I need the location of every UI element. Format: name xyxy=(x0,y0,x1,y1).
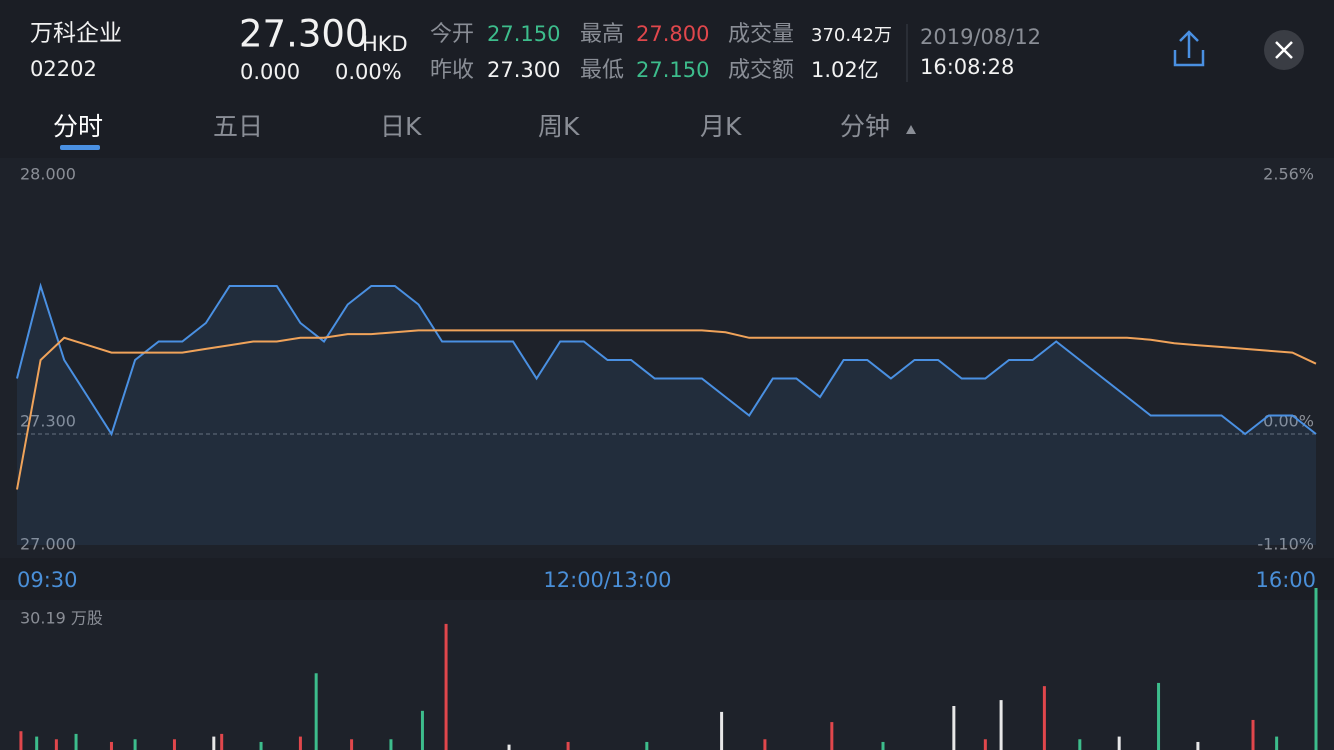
volume-bar xyxy=(1275,736,1279,750)
tab[interactable]: 分钟 xyxy=(840,112,890,141)
stat-label: 成交量 xyxy=(728,22,794,47)
volume-bar xyxy=(314,673,318,750)
share-icon xyxy=(1173,30,1205,67)
tab[interactable]: 日K xyxy=(380,112,422,141)
volume-bar xyxy=(109,741,113,750)
volume-bar xyxy=(952,705,956,750)
tab[interactable]: 月K xyxy=(700,112,742,141)
volume-bar xyxy=(420,710,424,750)
time: 16:08:28 xyxy=(920,55,1014,79)
volume-bar xyxy=(133,739,137,750)
close-icon xyxy=(1275,41,1293,59)
volume-bar xyxy=(298,736,302,750)
volume-bar xyxy=(389,739,393,750)
stat-label: 最低 xyxy=(580,58,624,83)
volume-tick-label: 30.19 万股 xyxy=(20,609,103,628)
volume-bar xyxy=(444,623,448,750)
stat-label: 最高 xyxy=(580,22,624,47)
currency: HKD xyxy=(362,32,408,56)
active-tab-indicator xyxy=(60,145,100,150)
volume-bar xyxy=(259,741,263,750)
volume-panel xyxy=(0,600,1334,750)
price-line xyxy=(16,282,1317,437)
volume-bar xyxy=(35,736,39,750)
y2-tick-label: 2.56% xyxy=(1263,165,1314,184)
change-pct: 0.00% xyxy=(335,60,402,84)
price-area xyxy=(17,286,1316,545)
change: 0.000 xyxy=(240,60,300,84)
volume-bar xyxy=(983,739,987,750)
volume-bar xyxy=(1042,686,1046,750)
volume-bar xyxy=(74,733,78,750)
volume-bar xyxy=(1196,741,1200,750)
volume-bar xyxy=(830,722,834,750)
volume-bar xyxy=(172,739,176,750)
y2-tick-label: -1.10% xyxy=(1257,535,1314,554)
volume-bar xyxy=(645,741,649,750)
volume-bar xyxy=(507,744,511,750)
chart-panel xyxy=(0,158,1334,558)
share-button[interactable] xyxy=(1173,30,1205,67)
tab[interactable]: 五日 xyxy=(213,112,263,141)
stat-value: 1.02亿 xyxy=(811,58,879,82)
volume-bar xyxy=(1078,739,1082,750)
stat-label: 今开 xyxy=(430,22,474,47)
volume-bar xyxy=(999,700,1003,750)
stat-label: 成交额 xyxy=(728,58,794,83)
volume-bar xyxy=(1117,736,1121,750)
stock-name: 万科企业 xyxy=(30,21,122,47)
volume-bar xyxy=(1251,719,1255,750)
stat-value: 27.150 xyxy=(636,58,709,82)
stock-code: 02202 xyxy=(30,57,97,81)
date: 2019/08/12 xyxy=(920,25,1041,49)
tab[interactable]: 分时 xyxy=(53,112,103,141)
x-tick-label: 09:30 xyxy=(17,568,78,592)
volume-bar xyxy=(1157,682,1161,750)
x-tick-label: 16:00 xyxy=(1255,568,1316,592)
volume-bar xyxy=(566,741,570,750)
stat-value: 27.150 xyxy=(487,22,560,46)
y-tick-label: 27.000 xyxy=(20,535,76,554)
average-line xyxy=(16,329,1317,490)
dropdown-arrow xyxy=(906,125,916,134)
volume-bar xyxy=(763,739,767,750)
volume-bar xyxy=(19,731,23,750)
stat-value: 370.42万 xyxy=(811,25,892,46)
x-tick-label: 12:00/13:00 xyxy=(543,568,671,592)
close-button[interactable] xyxy=(1264,30,1304,70)
y-tick-label: 27.300 xyxy=(20,412,76,431)
y-tick-label: 28.000 xyxy=(20,165,76,184)
stat-value: 27.800 xyxy=(636,22,709,46)
volume-bar xyxy=(720,711,724,750)
volume-bar xyxy=(212,736,216,750)
volume-bar xyxy=(881,741,885,750)
volume-bar xyxy=(350,739,354,750)
tab[interactable]: 周K xyxy=(538,112,580,141)
price: 27.300 xyxy=(239,13,368,56)
volume-bar xyxy=(54,739,58,750)
tabs: 分时 五日 日K 周K 月K 分钟 xyxy=(53,112,890,141)
volume-bar xyxy=(220,733,224,750)
volume-bar xyxy=(1314,588,1318,750)
stat-label: 昨收 xyxy=(430,58,474,83)
stat-value: 27.300 xyxy=(487,58,560,82)
